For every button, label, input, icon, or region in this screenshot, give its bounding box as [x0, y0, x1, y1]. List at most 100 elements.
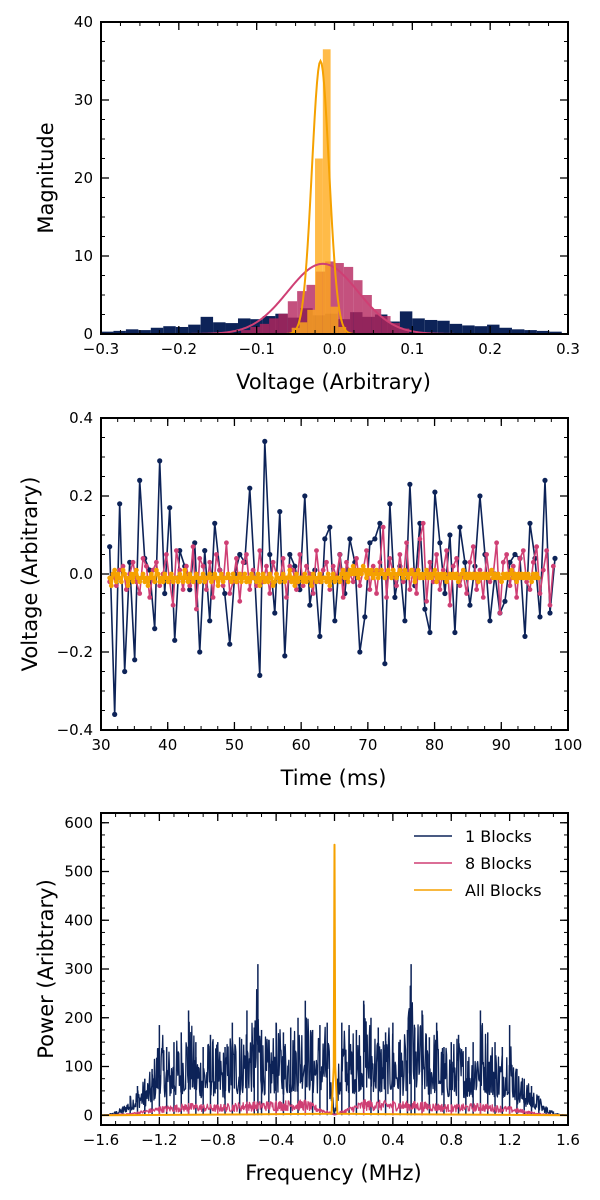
data-point	[277, 579, 283, 585]
data-point	[152, 626, 158, 632]
data-point	[157, 458, 163, 464]
data-point	[324, 559, 329, 565]
data-point	[304, 579, 309, 585]
data-point	[489, 567, 495, 573]
data-point	[227, 591, 233, 596]
data-point	[292, 563, 298, 569]
data-point	[210, 575, 216, 581]
data-point	[367, 540, 373, 546]
x-tick-label: 70	[358, 736, 377, 754]
data-point	[178, 575, 184, 581]
data-point	[220, 579, 226, 585]
data-point	[122, 571, 128, 577]
data-point	[547, 610, 553, 616]
legend-label: 1 Blocks	[465, 827, 532, 846]
data-point	[133, 567, 139, 573]
data-point	[362, 567, 368, 573]
data-point	[297, 587, 303, 593]
data-point	[437, 587, 443, 592]
data-point	[153, 559, 159, 565]
data-point	[217, 575, 223, 581]
data-point	[224, 575, 229, 581]
data-point	[350, 563, 356, 569]
data-point	[454, 556, 459, 561]
data-point	[294, 587, 299, 592]
data-point	[499, 579, 505, 585]
data-point	[415, 567, 421, 573]
data-point	[502, 598, 508, 604]
data-point	[394, 575, 399, 581]
data-point	[364, 548, 369, 553]
data-point	[187, 587, 193, 593]
data-point	[484, 552, 490, 557]
data-point	[407, 571, 413, 577]
data-point	[224, 540, 229, 546]
data-point	[225, 571, 231, 577]
data-point	[222, 590, 228, 597]
data-point	[257, 548, 263, 553]
histogram-bar	[250, 326, 260, 334]
data-point	[479, 575, 485, 581]
data-point	[259, 575, 264, 581]
data-point	[242, 571, 248, 577]
data-point	[117, 501, 123, 507]
data-point	[357, 649, 363, 655]
histogram-bar	[343, 266, 354, 334]
data-point	[202, 548, 208, 554]
data-point	[205, 575, 211, 581]
data-point	[322, 536, 328, 542]
data-point	[110, 571, 116, 577]
data-point	[130, 559, 136, 565]
data-point	[247, 579, 253, 585]
data-point	[532, 575, 538, 581]
data-point	[424, 598, 429, 604]
data-point	[487, 579, 493, 585]
data-point	[284, 595, 289, 600]
data-point	[344, 559, 349, 565]
data-point	[150, 575, 156, 581]
x-tick-label: 1.2	[498, 1131, 522, 1149]
data-point	[162, 590, 168, 597]
data-point	[135, 575, 141, 581]
histogram-bar	[278, 313, 288, 334]
histogram-bar	[334, 263, 344, 334]
data-point	[170, 579, 176, 585]
data-point	[287, 551, 293, 558]
data-point	[487, 618, 493, 624]
data-point	[282, 579, 288, 585]
data-point	[307, 575, 313, 581]
data-point	[457, 583, 463, 589]
x-tick-label: 30	[91, 736, 110, 754]
data-point	[132, 571, 138, 577]
data-point	[374, 567, 379, 573]
data-point	[188, 575, 194, 581]
data-point	[255, 571, 261, 577]
data-point	[172, 637, 178, 643]
data-point	[502, 575, 508, 581]
data-point	[442, 571, 448, 577]
data-point	[440, 567, 446, 573]
x-tick-label: 50	[225, 736, 244, 754]
data-point	[277, 509, 283, 515]
data-point	[439, 571, 444, 577]
y-tick-label: 0	[83, 1106, 93, 1124]
data-point	[332, 618, 338, 624]
data-point	[442, 590, 448, 597]
data-point	[220, 583, 226, 589]
data-point	[264, 563, 269, 569]
data-point	[183, 575, 189, 581]
data-point	[235, 575, 241, 581]
data-point	[464, 591, 469, 596]
histogram-bar	[371, 309, 382, 334]
data-point	[524, 575, 530, 581]
data-point	[168, 571, 174, 577]
plot-area	[101, 843, 568, 1117]
data-point	[477, 493, 483, 499]
data-point	[170, 602, 176, 608]
data-point	[300, 583, 306, 589]
data-point	[552, 555, 558, 562]
data-point	[227, 575, 233, 581]
data-point	[432, 567, 438, 573]
data-point	[525, 571, 531, 577]
data-point	[347, 536, 353, 542]
